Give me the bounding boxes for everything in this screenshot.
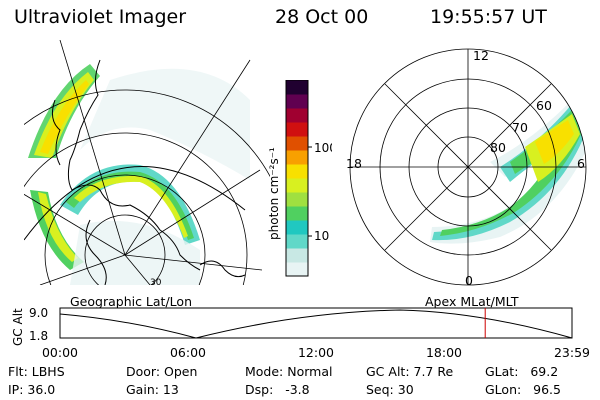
colorbar-band: [286, 192, 308, 207]
gc-ytick-low: 1.8: [29, 329, 48, 343]
mlt-map-title: Apex MLat/MLT: [425, 294, 519, 309]
mlt-label-0: 0: [465, 273, 473, 288]
colorbar-band: [286, 248, 308, 263]
status-glon: GLon: 96.5: [485, 382, 561, 397]
colorbar-band: [286, 262, 308, 277]
colorbar-band: [286, 108, 308, 123]
time-label: 19:55:57 UT: [430, 6, 547, 28]
status-gain: Gain: 13: [126, 382, 179, 397]
status-seq: Seq: 30: [366, 382, 414, 397]
status-glat: GLat: 69.2: [485, 364, 559, 379]
colorbar-band: [286, 220, 308, 235]
colorbar-band: [286, 80, 308, 95]
lat-label-70: 70: [512, 120, 528, 135]
gc-xtick-0600: 06:00: [170, 345, 206, 360]
gc-plot-ylabel: GC Alt: [11, 308, 25, 346]
mlt-label-18: 18: [346, 156, 362, 171]
colorbar-band: [286, 234, 308, 249]
map-marker-label: 30: [150, 278, 162, 288]
gc-xtick-2359: 23:59: [554, 345, 590, 360]
gc-altitude-curve: [59, 309, 573, 339]
colorbar-gradient: [286, 80, 308, 277]
mlt-label-6: 6: [577, 156, 585, 171]
colorbar-band: [286, 94, 308, 109]
gc-altitude-plot: GC Alt 9.0 1.8 00:00 06:00 12:00 18:00 2…: [11, 306, 590, 360]
colorbar-tick-100: 100: [314, 141, 332, 155]
status-gc-alt: GC Alt: 7.7 Re: [366, 364, 454, 379]
date-label: 28 Oct 00: [275, 6, 369, 28]
colorbar-band: [286, 164, 308, 179]
lat-label-60: 60: [536, 98, 552, 113]
lat-label-80: 80: [490, 140, 506, 155]
status-flt: Flt: LBHS: [8, 364, 65, 379]
gc-xtick-1200: 12:00: [298, 345, 334, 360]
mlt-polar-plot: 12 18 6 0 60 70 80: [346, 48, 587, 288]
status-dsp: Dsp: -3.8: [245, 382, 310, 397]
colorbar-band: [286, 150, 308, 165]
app-title: Ultraviolet Imager: [14, 6, 187, 28]
geographic-map: 30: [24, 40, 270, 288]
colorbar-tick-10: 10: [314, 229, 329, 243]
colorbar-band: [286, 178, 308, 193]
colorbar-band: [286, 122, 308, 137]
colorbar-band: [286, 206, 308, 221]
geographic-map-plot: [24, 40, 270, 285]
gc-ytick-high: 9.0: [29, 306, 48, 320]
colorbar-unit-label: photon cm⁻²s⁻¹: [267, 147, 281, 240]
gc-xtick-0000: 00:00: [42, 345, 78, 360]
colorbar-band: [286, 136, 308, 151]
mlt-label-12: 12: [473, 48, 489, 63]
gc-xtick-1800: 18:00: [426, 345, 462, 360]
colorbar: 100 10 photon cm⁻²s⁻¹: [267, 80, 332, 277]
status-mode: Mode: Normal: [245, 364, 333, 379]
status-ip: IP: 36.0: [8, 382, 56, 397]
status-door: Door: Open: [126, 364, 198, 379]
geographic-map-title: Geographic Lat/Lon: [70, 294, 192, 309]
